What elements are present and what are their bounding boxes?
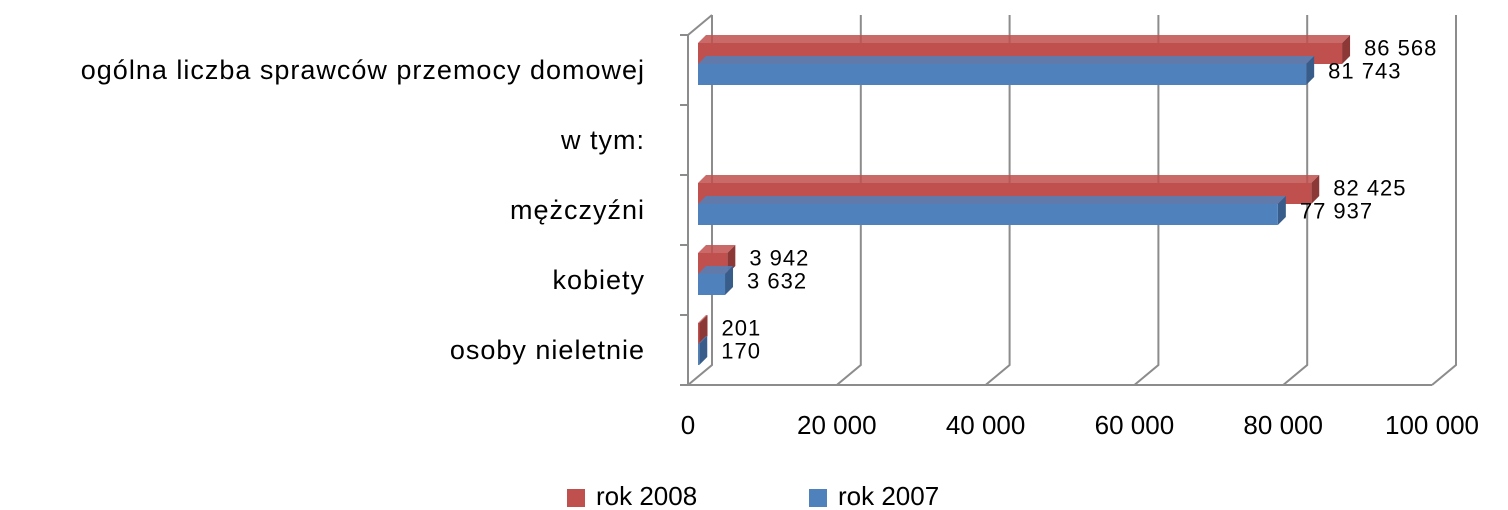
category-label: w tym: — [0, 105, 645, 175]
x-tick-label: 40 000 — [946, 410, 1026, 440]
legend-swatch — [809, 489, 827, 507]
grid-line — [1431, 15, 1457, 386]
grid-line — [687, 15, 713, 386]
bar — [698, 274, 726, 295]
grid-line — [836, 15, 862, 386]
value-label: 201 — [721, 315, 761, 340]
value-label: 82 425 — [1333, 175, 1406, 200]
value-label: 3 632 — [747, 268, 807, 293]
bar-top — [698, 266, 734, 274]
category-text: w tym: — [561, 125, 645, 155]
category-label: kobiety — [0, 245, 645, 315]
bar — [698, 204, 1278, 225]
grid-line — [984, 15, 1011, 386]
category-text: kobiety — [552, 265, 645, 295]
bar-side — [1342, 35, 1351, 64]
value-label: 170 — [721, 338, 761, 363]
x-tick-label: 20 000 — [797, 410, 877, 440]
bar-top — [698, 336, 708, 344]
legend-label: rok 2007 — [838, 481, 939, 510]
bar-side — [1311, 175, 1320, 204]
category-label: mężczyźni — [0, 175, 645, 245]
x-tick-label: 60 000 — [1095, 410, 1175, 440]
bar-top — [698, 35, 1351, 43]
category-text: ogólna liczba sprawców przemocy domowej — [80, 55, 645, 85]
x-tick-label: 80 000 — [1243, 410, 1323, 440]
value-label: 3 942 — [749, 245, 809, 270]
legend-label: rok 2008 — [596, 481, 697, 510]
category-label: ogólna liczba sprawców przemocy domowej — [0, 35, 645, 105]
category-text: mężczyźni — [509, 195, 645, 225]
bar — [698, 323, 700, 344]
bar-top — [698, 315, 708, 323]
bar-side — [699, 336, 708, 365]
bar-top — [698, 56, 1315, 64]
x-tick-label: 100 000 — [1385, 410, 1479, 440]
bar-side — [1277, 196, 1286, 225]
bar-top — [698, 245, 736, 253]
value-label: 86 568 — [1364, 35, 1437, 60]
category-text: osoby nieletnie — [449, 335, 645, 365]
x-tick-label: 0 — [681, 410, 695, 440]
axis-wall — [687, 14, 713, 36]
value-label: 77 937 — [1300, 198, 1373, 223]
grid-line — [1133, 15, 1160, 386]
value-label: 81 743 — [1328, 58, 1401, 83]
bar-side — [1306, 56, 1315, 85]
category-label: osoby nieletnie — [0, 315, 645, 385]
legend-swatch — [567, 489, 585, 507]
grid-line — [1282, 15, 1309, 386]
bar-top — [698, 196, 1286, 204]
bar — [698, 344, 700, 365]
bar-top — [698, 175, 1320, 183]
bar — [698, 64, 1307, 85]
bar-side — [725, 266, 734, 295]
